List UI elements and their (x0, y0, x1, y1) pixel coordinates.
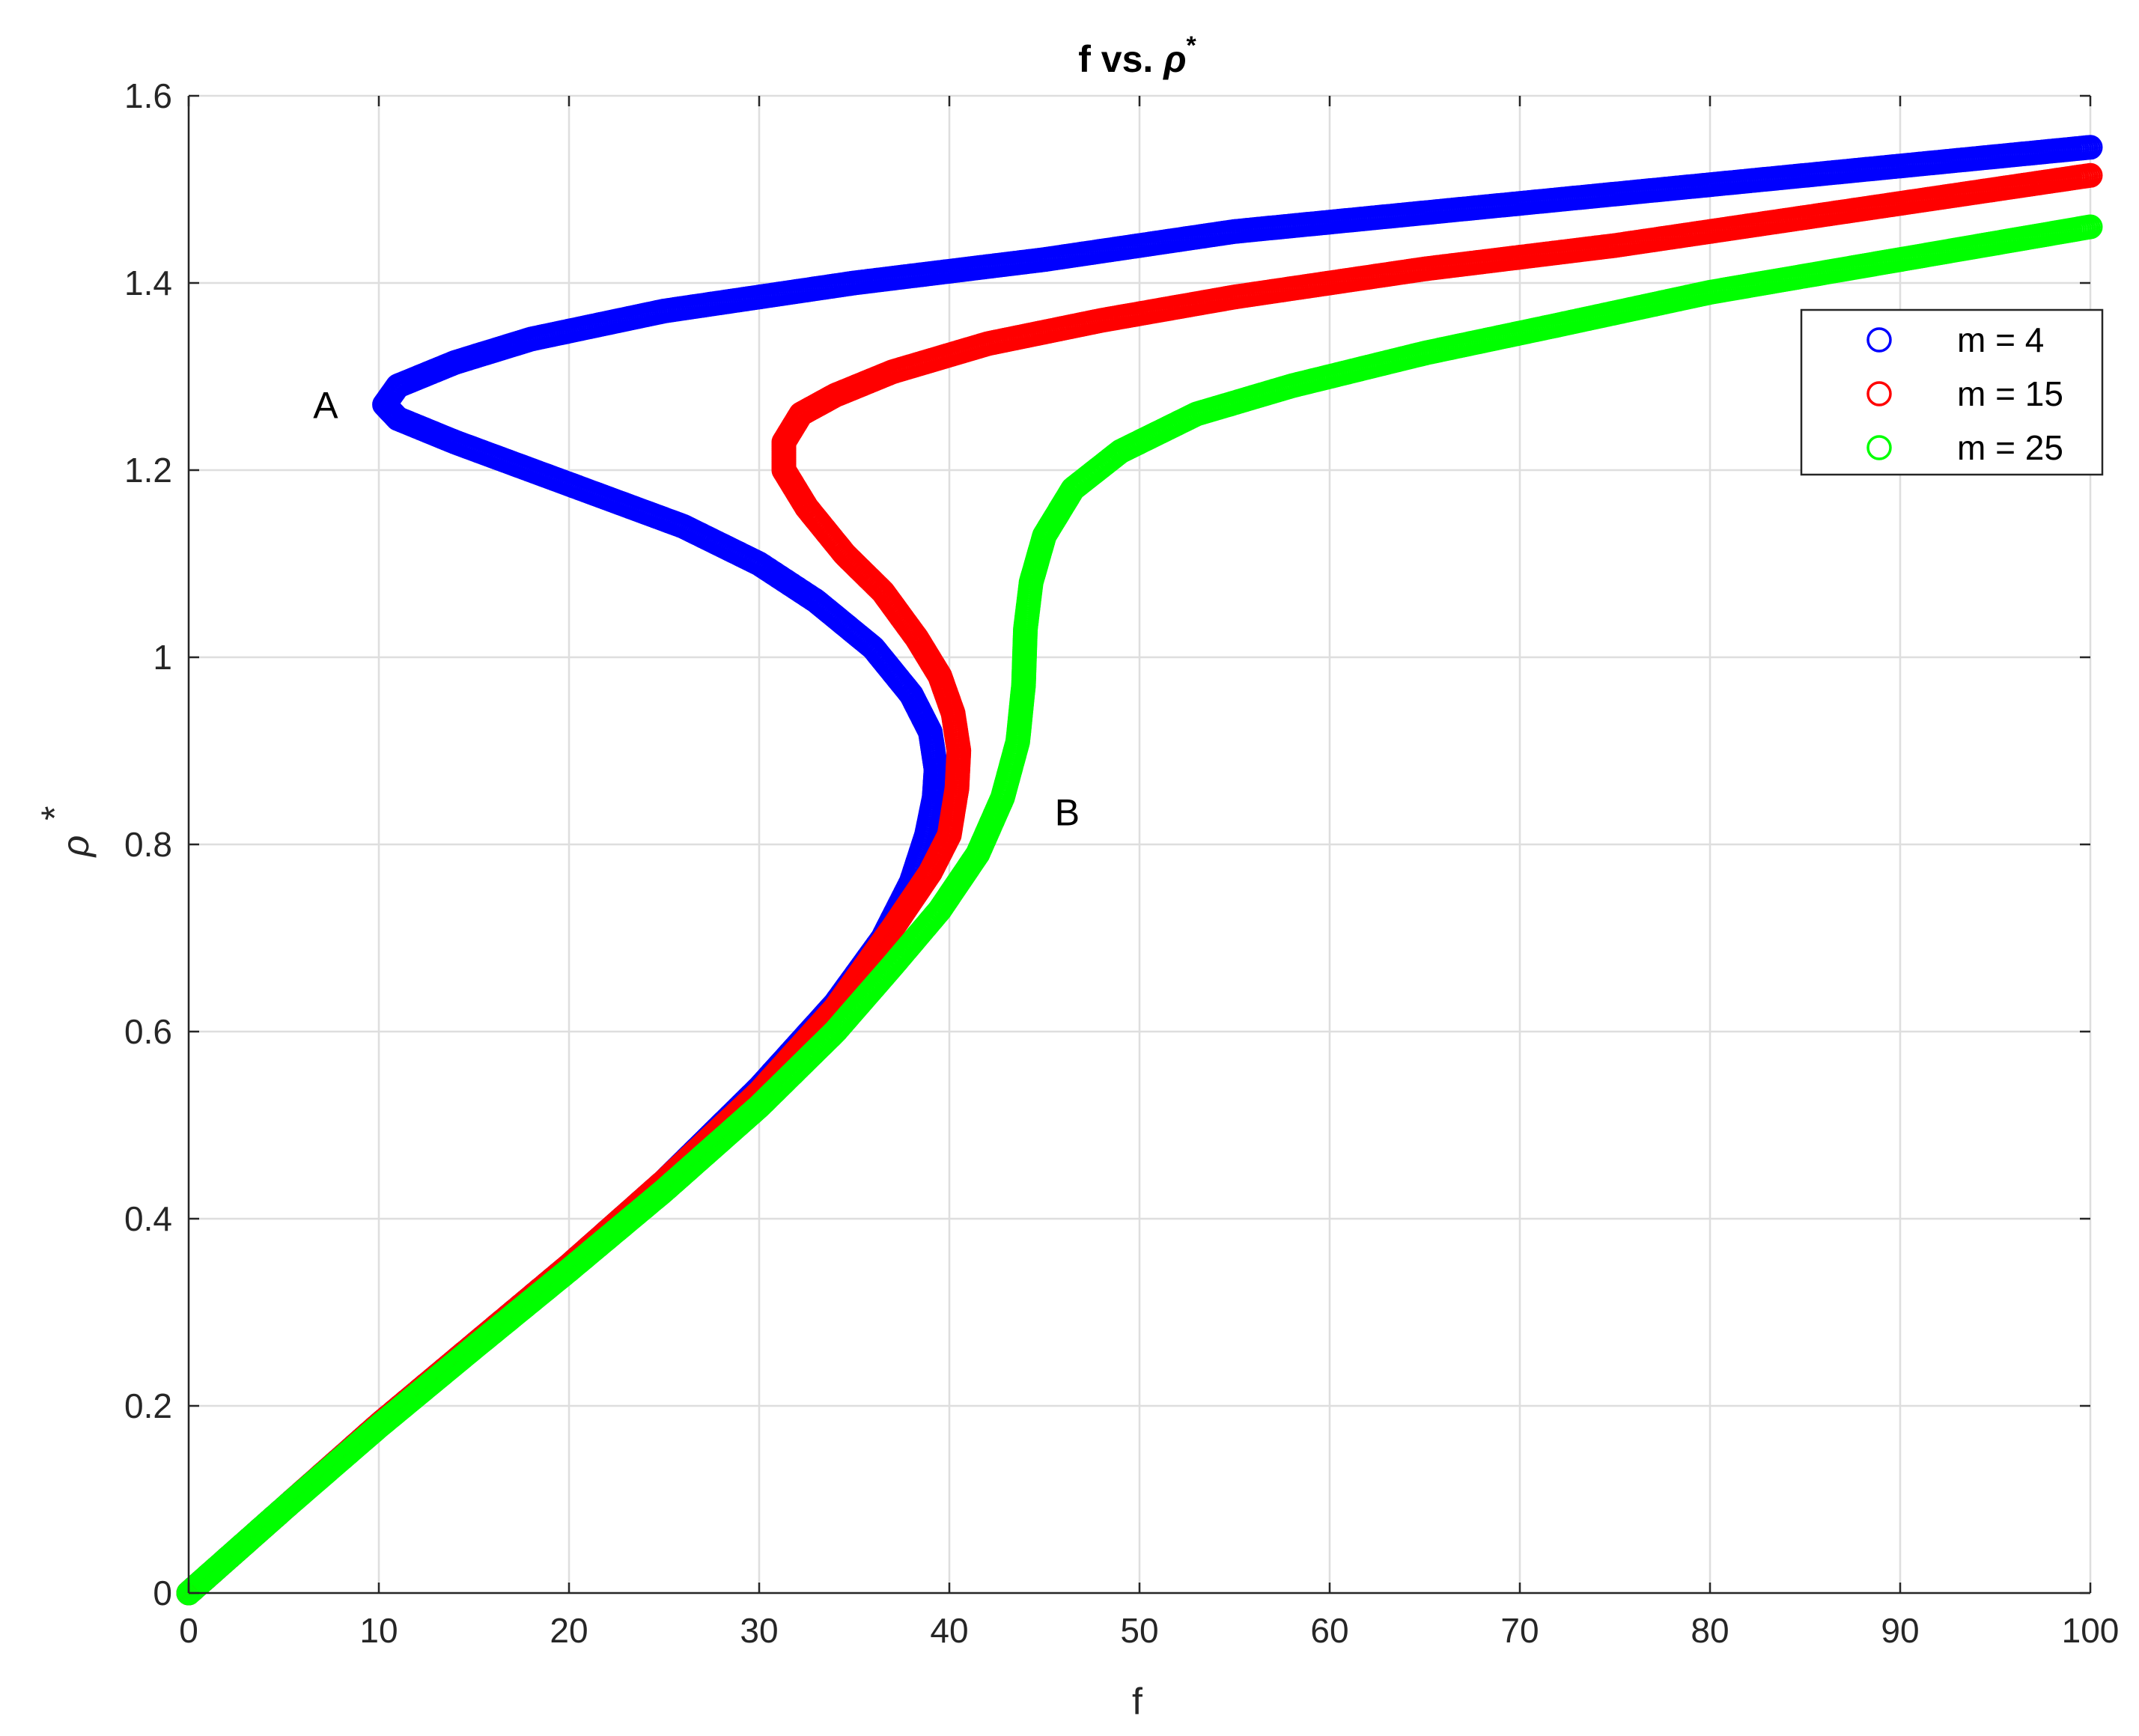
annotations: AB (313, 385, 1080, 834)
annotation-label: B (1055, 791, 1080, 833)
x-tick-label: 80 (1691, 1611, 1729, 1650)
y-tick-label: 0 (153, 1574, 172, 1612)
x-tick-label: 20 (550, 1611, 588, 1650)
y-tick-label: 1 (153, 638, 172, 677)
x-tick-label: 60 (1310, 1611, 1348, 1650)
legend-label: m = 4 (1957, 320, 2044, 359)
x-tick-label: 30 (740, 1611, 778, 1650)
legend-marker (1866, 327, 1892, 353)
axes (187, 94, 2092, 1595)
chart-title-symbol: ρ (1162, 38, 1186, 80)
series-2 (176, 162, 2103, 1606)
x-tick-label: 40 (930, 1611, 968, 1650)
x-tick-label: 100 (2062, 1611, 2120, 1650)
legend: m = 4 m = 15 m = 25 (1800, 308, 2104, 476)
x-tick-label: 70 (1500, 1611, 1539, 1650)
legend-label: m = 15 (1957, 374, 2063, 413)
data-point (2078, 162, 2103, 188)
y-axis-label: ρ * (34, 806, 97, 859)
legend-marker (1866, 435, 1892, 460)
y-axis-label-superscript: * (34, 806, 76, 820)
x-tick-label: 50 (1120, 1611, 1158, 1650)
y-tick-label: 1.6 (124, 76, 172, 115)
legend-label: m = 25 (1957, 428, 2063, 467)
x-axis-label: f (1132, 1681, 1142, 1723)
chart-title-superscript: * (1187, 31, 1197, 60)
annotation-label: A (313, 385, 338, 427)
x-tick-label: 90 (1881, 1611, 1919, 1650)
chart-title-text: f vs. (1078, 38, 1163, 80)
y-tick-label: 0.8 (124, 825, 172, 864)
y-tick-label: 0.4 (124, 1199, 172, 1238)
y-tick-label: 1.4 (124, 264, 172, 302)
legend-marker (1866, 381, 1892, 406)
chart-title: f vs. ρ* (1078, 31, 1196, 80)
data-point (2078, 214, 2103, 240)
y-tick-label: 0.6 (124, 1012, 172, 1051)
legend-entries: m = 4 m = 15 m = 25 (1866, 320, 2063, 467)
y-tick-label: 0.2 (124, 1386, 172, 1425)
data-point (2078, 135, 2103, 160)
data-series (176, 135, 2103, 1606)
legend-box (1800, 308, 2104, 476)
tick-labels: 0 10 20 30 40 50 60 70 80 90 100 0 0.2 0.4 0.6 0.8 1 1.2 1… (124, 76, 2119, 1650)
x-tick-label: 10 (359, 1611, 398, 1650)
series-3 (176, 214, 2103, 1606)
x-tick-label: 0 (179, 1611, 198, 1650)
y-axis-label-text: ρ (55, 835, 97, 859)
y-tick-label: 1.2 (124, 451, 172, 490)
